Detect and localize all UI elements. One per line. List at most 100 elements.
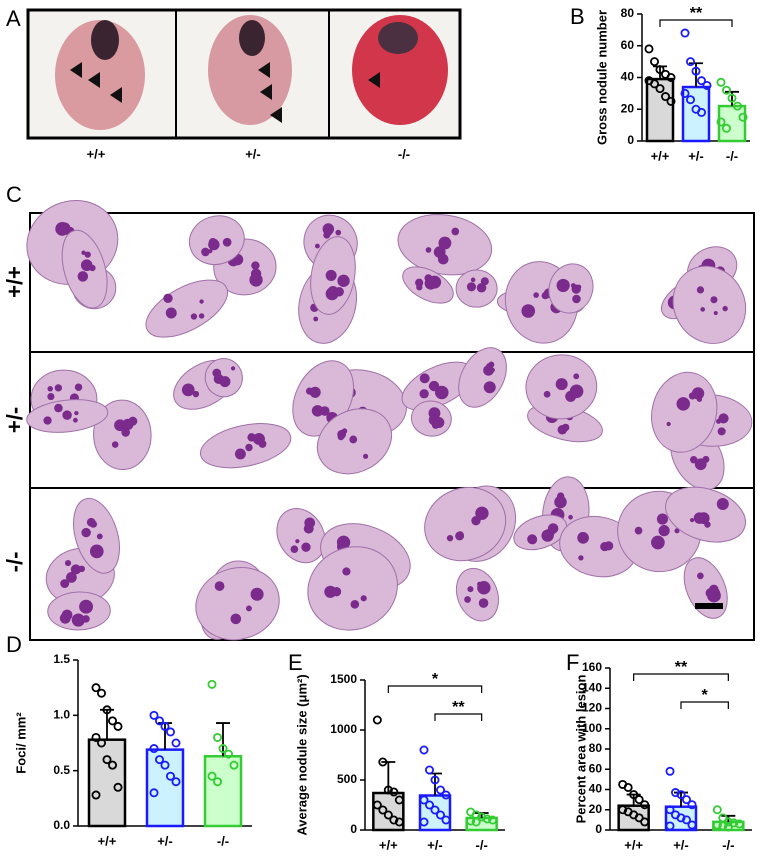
y-tick-label: 120 [582,701,602,715]
x-tick-label: -/- [217,833,229,848]
lesion [435,385,449,400]
lesion [219,376,231,388]
lesion [62,410,72,420]
lesion [693,512,706,524]
lesion [541,291,549,300]
data-point [378,757,388,767]
data-point [149,710,159,720]
data-point [430,775,440,785]
lesion [247,433,256,442]
error-bar [100,708,114,740]
lesion [311,405,324,417]
lesion [190,313,198,320]
y-tick-label: 100 [582,721,602,735]
data-point [671,788,681,798]
lesion [446,534,454,542]
lesion [163,293,173,304]
data-point [372,800,382,810]
lesion [570,283,576,289]
data-point [108,716,118,726]
lesion [303,523,314,534]
lesion [600,542,610,552]
y-tick-label: 0 [627,133,634,147]
lesion [96,533,103,540]
lesion [576,284,582,290]
lesion [181,383,195,397]
data-point [687,800,697,810]
lesion [234,448,246,460]
data-point [665,805,675,815]
data-point [229,760,239,770]
row-label: +/- [2,407,27,433]
data-point [655,84,665,94]
lesion [451,227,460,236]
significance-bracket [434,713,483,721]
y-tick-label: 500 [337,772,357,786]
y-tick-label: 0 [350,822,357,836]
bar [203,755,243,828]
data-point [372,715,382,725]
data-point [640,800,650,810]
lesion [208,237,218,247]
data-point [223,749,233,759]
lesion [674,528,680,534]
data-point [716,77,726,87]
significance-bracket [387,685,483,693]
tissue [73,497,120,574]
data-point [634,795,644,805]
lesion [572,294,581,304]
data-point [165,727,175,737]
tissue [672,265,747,344]
x-tick-label: +/- [157,833,173,848]
lesion [521,304,536,318]
lesion [201,247,210,257]
lesion [713,310,718,316]
data-point [149,788,159,798]
lesion [455,531,465,541]
data-point [394,795,404,805]
lesion [198,313,205,319]
lesion [696,396,703,402]
data-point [723,822,733,832]
data-point [471,817,481,827]
y-tick-label: 1.0 [53,708,70,722]
lesion [165,307,177,319]
x-tick-label: -/- [726,148,738,163]
data-point [113,721,123,731]
data-point [488,815,498,825]
tissue [455,269,498,308]
lesion [425,247,432,253]
y-tick-label: 20 [621,101,635,115]
row-label: +/+ [2,266,27,298]
data-point [686,95,696,105]
data-point [389,787,399,797]
data-point [207,679,217,689]
lesion [556,278,570,293]
lesion [54,384,62,392]
data-point [687,820,697,830]
x-tick-label: -/- [722,837,734,852]
data-point [733,101,743,111]
data-point [666,96,676,106]
lesion [199,299,204,304]
lesion [573,373,580,380]
photo-strip [26,8,462,140]
lesion [301,542,311,552]
lesion [477,581,491,595]
lesion [676,397,691,411]
lesion [428,380,440,392]
bar [645,77,675,143]
lesion [689,518,695,523]
lesion [716,497,729,511]
lesion [533,292,539,298]
y-tick-label: 1500 [330,672,357,686]
lesion [82,615,90,623]
tissue [455,567,499,622]
x-tick-label: +/+ [651,148,670,163]
panel-letter: B [570,4,585,29]
data-point [108,760,118,770]
lesion [74,383,83,391]
lesion [415,278,424,287]
lesion [349,435,358,444]
